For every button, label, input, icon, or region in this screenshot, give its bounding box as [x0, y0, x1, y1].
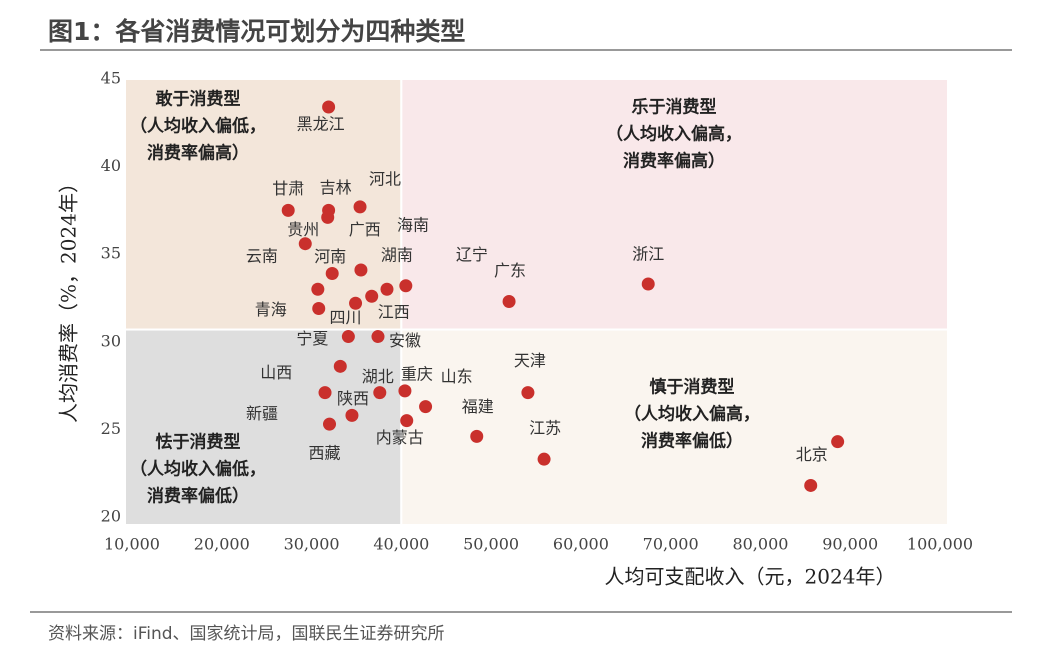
- point-label: 宁夏: [296, 329, 328, 348]
- point-label: 北京: [796, 445, 828, 464]
- quadrant-label: （人均收入偏高，: [606, 124, 742, 145]
- quadrant-label: 消费率偏低）: [641, 431, 743, 452]
- x-tick-label: 70,000: [643, 535, 699, 554]
- y-tick-label: 25: [101, 419, 121, 438]
- point: [398, 384, 412, 398]
- point-label: 江苏: [529, 419, 561, 438]
- x-tick-label: 80,000: [732, 535, 788, 554]
- point: [399, 279, 413, 293]
- x-tick-label: 50,000: [463, 535, 519, 554]
- point-label: 湖北: [362, 367, 394, 386]
- point: [373, 386, 387, 400]
- point: [831, 435, 845, 449]
- point-label: 江西: [378, 303, 410, 322]
- point: [354, 263, 368, 277]
- point-label: 广西: [349, 220, 381, 239]
- y-tick-label: 45: [101, 69, 121, 88]
- point: [353, 200, 367, 214]
- y-tick-label: 20: [101, 507, 121, 526]
- source: 资料来源：iFind、国家统计局，国联民生证券研究所: [48, 624, 445, 644]
- point-label: 河南: [314, 247, 346, 266]
- point: [521, 386, 535, 400]
- y-tick-label: 40: [101, 156, 121, 175]
- point-label: 辽宁: [456, 245, 488, 264]
- point: [349, 296, 363, 310]
- point: [400, 414, 414, 428]
- point-label: 海南: [397, 216, 429, 235]
- quadrant-bg: [400, 328, 950, 527]
- point-label: 浙江: [632, 244, 664, 263]
- point-label: 云南: [246, 247, 278, 266]
- point: [312, 302, 326, 316]
- x-tick-label: 30,000: [284, 535, 340, 554]
- point: [311, 282, 325, 296]
- point: [419, 400, 433, 414]
- point: [341, 330, 355, 344]
- point-label: 吉林: [320, 178, 352, 197]
- point: [345, 408, 359, 422]
- x-tick-label: 10,000: [104, 535, 160, 554]
- quadrant-label: （人均收入偏低，: [130, 459, 266, 480]
- point: [325, 266, 339, 280]
- point: [537, 452, 551, 466]
- quadrant-label: （人均收入偏高，: [624, 404, 760, 425]
- quadrant-label: 消费率偏高）: [623, 151, 725, 172]
- quadrant-label: 慎于消费型: [650, 377, 735, 398]
- x-tick-label: 20,000: [194, 535, 250, 554]
- point: [281, 203, 295, 217]
- y-axis-label: 人均消费率（%，2024年）: [57, 173, 81, 423]
- quadrant-label: 消费率偏低）: [147, 486, 249, 507]
- point-label: 陕西: [337, 389, 369, 408]
- point-label: 广东: [494, 261, 526, 280]
- quadrant-label: 怯于消费型: [156, 432, 241, 453]
- x-tick-label: 90,000: [822, 535, 878, 554]
- point-label: 四川: [330, 308, 362, 327]
- point-label: 黑龙江: [297, 115, 345, 134]
- x-tick-label: 40,000: [373, 535, 429, 554]
- quadrant-bg: [400, 78, 950, 331]
- point-label: 安徽: [389, 331, 421, 350]
- point: [470, 429, 484, 443]
- chart-title: 图1：各省消费情况可划分为四种类型: [48, 17, 465, 46]
- point: [502, 295, 516, 309]
- point: [298, 237, 312, 251]
- point-label: 贵州: [287, 220, 319, 239]
- point-label: 山东: [441, 367, 473, 386]
- x-axis-label: 人均可支配收入（元，2024年）: [605, 565, 896, 589]
- point: [321, 210, 335, 224]
- quadrant-label: （人均收入偏低，: [130, 116, 266, 137]
- point: [323, 417, 337, 431]
- point: [333, 359, 347, 373]
- point-label: 天津: [514, 351, 546, 370]
- point: [365, 289, 379, 303]
- point-label: 山西: [260, 363, 292, 382]
- point: [318, 386, 332, 400]
- point-label: 重庆: [401, 364, 433, 383]
- point-label: 湖南: [381, 245, 413, 264]
- point: [371, 330, 385, 344]
- x-tick-label: 100,000: [907, 535, 973, 554]
- point: [804, 478, 818, 492]
- point-label: 福建: [462, 397, 494, 416]
- point: [641, 277, 655, 291]
- y-tick-label: 30: [101, 331, 121, 350]
- x-tick-label: 60,000: [553, 535, 609, 554]
- quadrant-label: 乐于消费型: [632, 97, 717, 118]
- y-tick-label: 35: [101, 244, 121, 263]
- point-label: 西藏: [309, 444, 341, 463]
- point-label: 河北: [369, 169, 401, 188]
- point-label: 新疆: [246, 404, 278, 423]
- quadrant-bg: [124, 328, 403, 527]
- point-label: 青海: [255, 300, 287, 319]
- point-label: 甘肃: [272, 179, 304, 198]
- quadrant-label: 敢于消费型: [156, 89, 241, 110]
- quadrant-label: 消费率偏高）: [147, 143, 249, 164]
- point-label: 内蒙古: [376, 428, 424, 447]
- point: [322, 100, 336, 114]
- point: [380, 282, 394, 296]
